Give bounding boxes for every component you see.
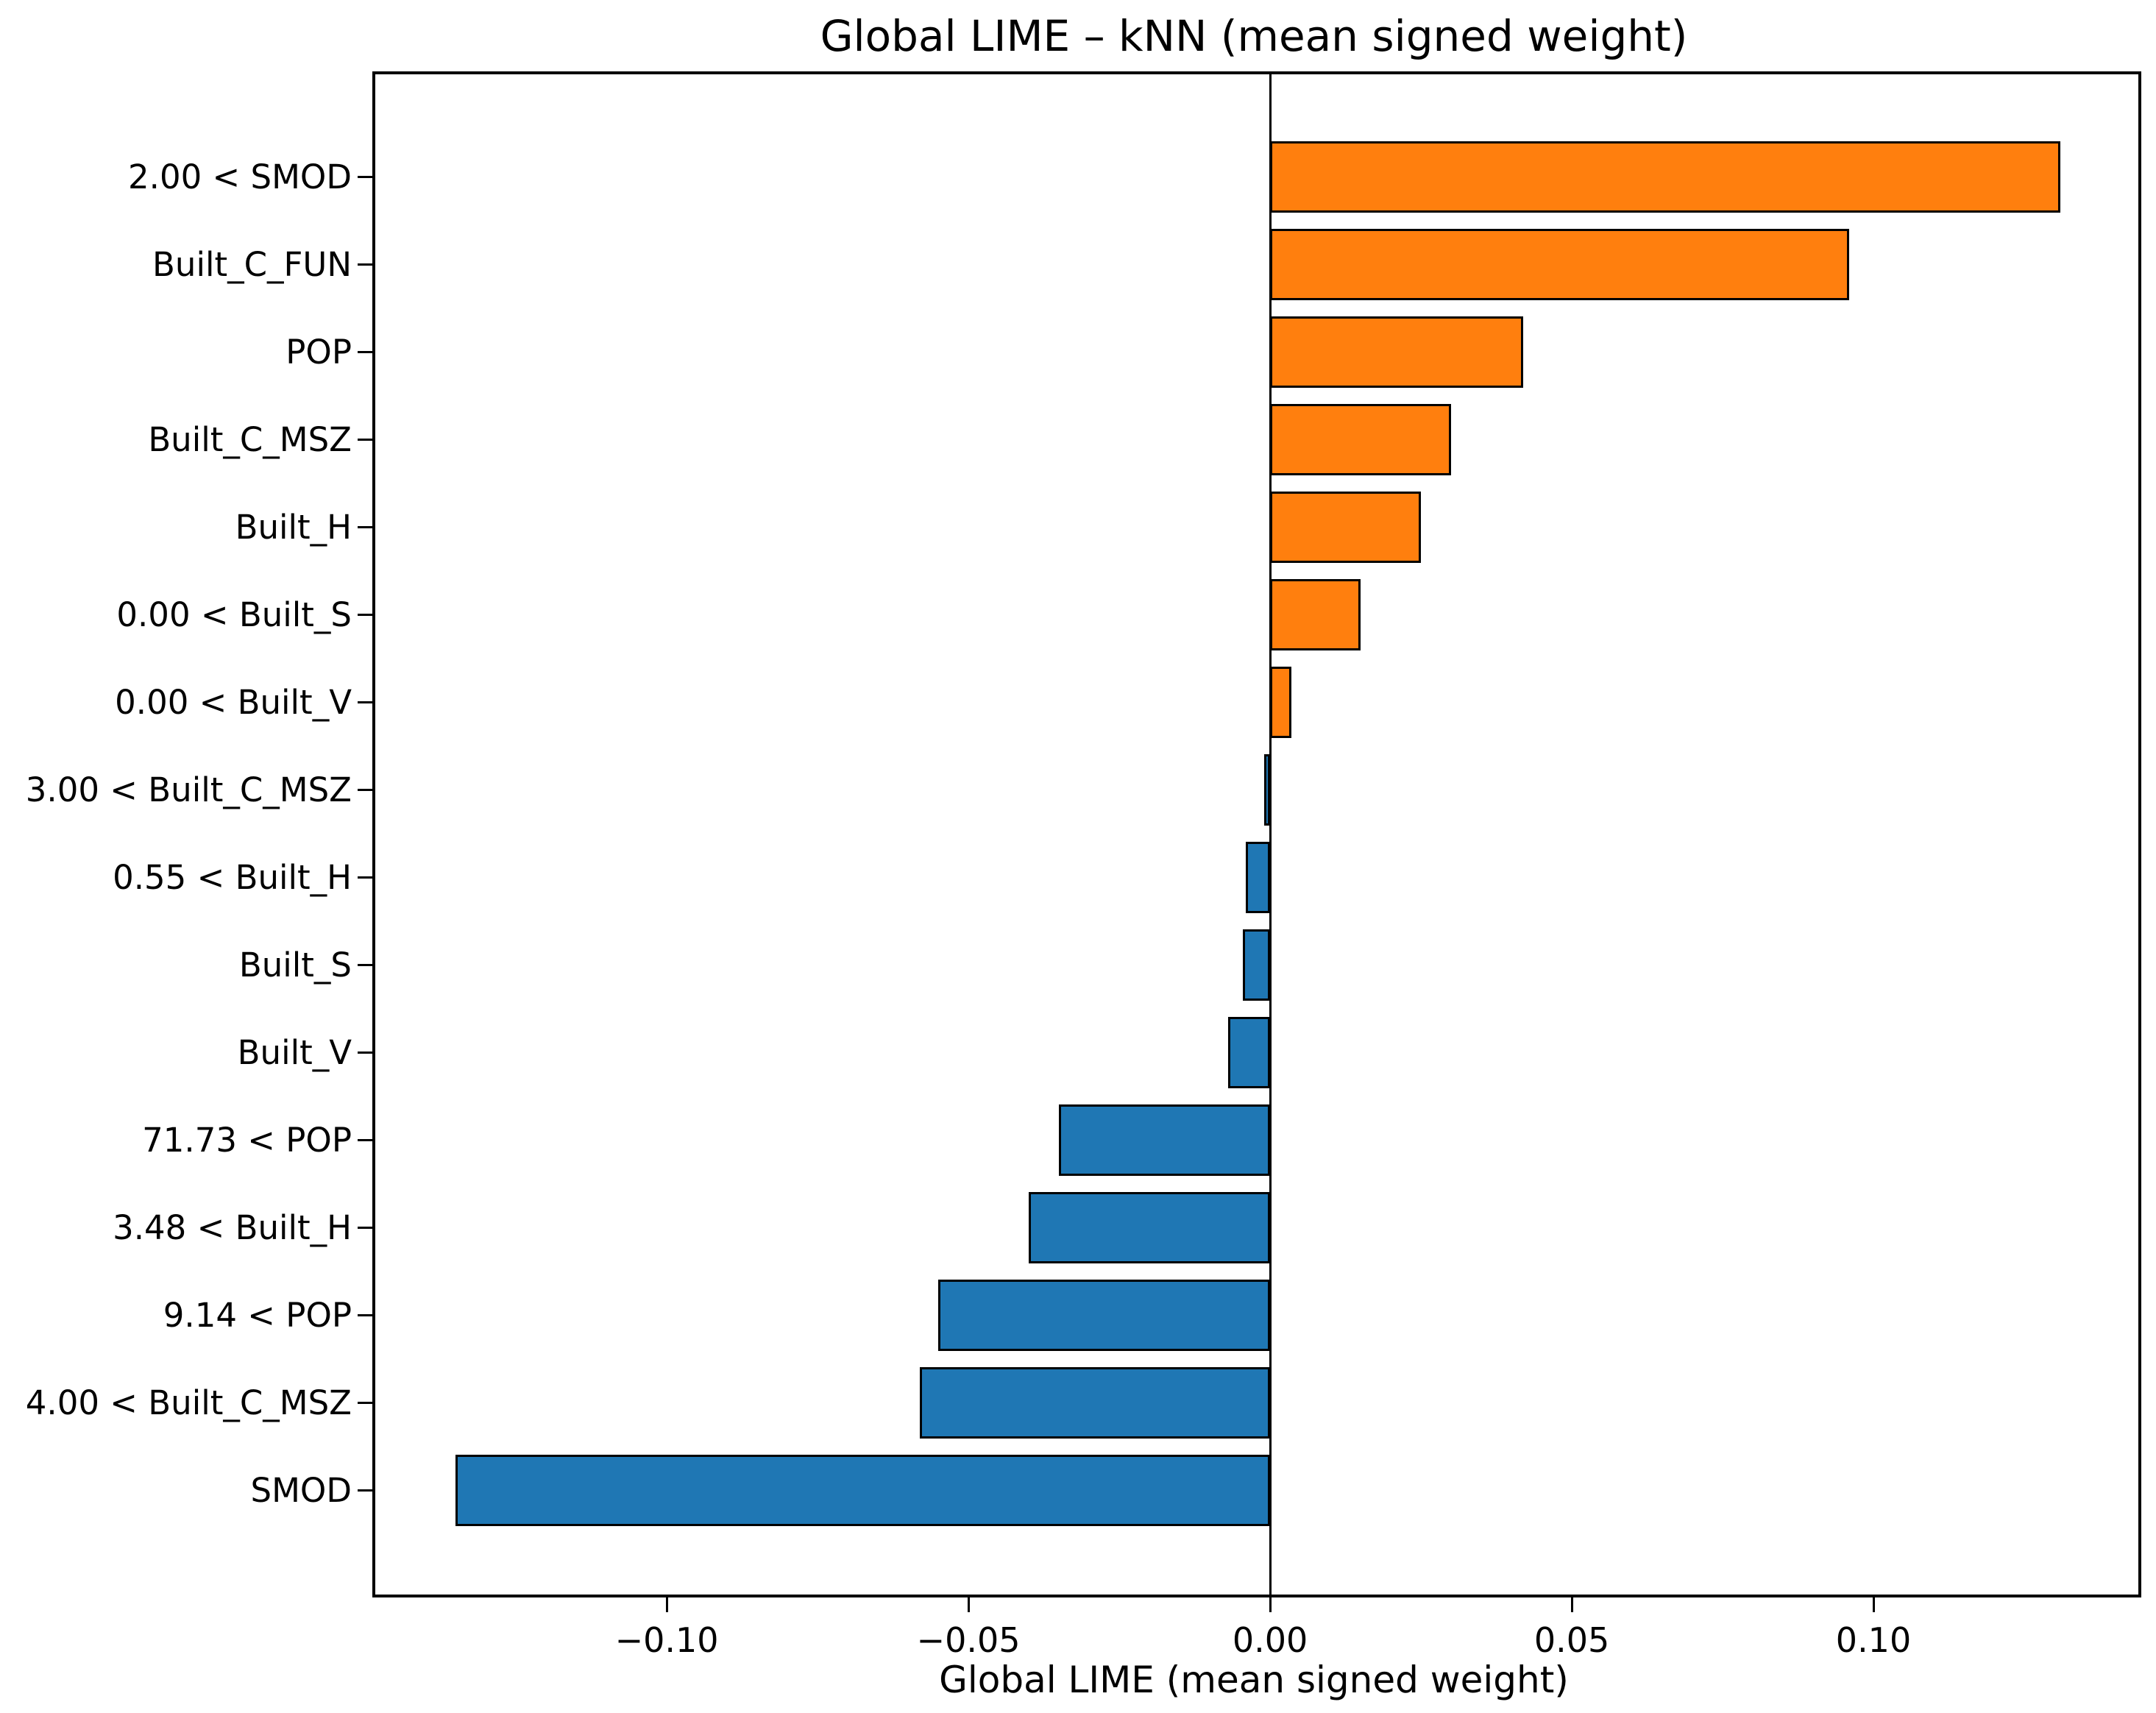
y-tick-mark bbox=[358, 526, 372, 528]
y-tick-label: Built_S bbox=[238, 945, 352, 985]
plot-area bbox=[372, 71, 2141, 1597]
bar bbox=[1270, 141, 2061, 213]
y-tick-mark bbox=[358, 1489, 372, 1492]
x-tick-mark bbox=[1570, 1597, 1573, 1612]
x-tick-label: 0.05 bbox=[1533, 1620, 1610, 1660]
y-tick-mark bbox=[358, 1139, 372, 1141]
x-tick-mark bbox=[1872, 1597, 1875, 1612]
y-tick-mark bbox=[358, 1051, 372, 1054]
y-tick-mark bbox=[358, 701, 372, 703]
x-tick-label: −0.10 bbox=[614, 1620, 719, 1660]
y-tick-label: Built_C_MSZ bbox=[148, 419, 352, 459]
bar bbox=[1227, 1017, 1271, 1088]
y-tick-label: 2.00 < SMOD bbox=[128, 157, 352, 196]
x-tick-label: −0.05 bbox=[916, 1620, 1021, 1660]
x-tick-mark bbox=[1269, 1597, 1272, 1612]
bar bbox=[1270, 667, 1291, 738]
bar bbox=[1243, 929, 1271, 1001]
y-tick-label: Built_C_FUN bbox=[152, 244, 352, 284]
y-tick-label: 3.48 < Built_H bbox=[113, 1207, 352, 1247]
bar bbox=[1270, 316, 1524, 388]
bar bbox=[1270, 492, 1422, 563]
y-tick-label: 4.00 < Built_C_MSZ bbox=[25, 1383, 352, 1422]
y-tick-mark bbox=[358, 351, 372, 353]
y-tick-mark bbox=[358, 176, 372, 178]
zero-axis-line bbox=[1269, 74, 1272, 1595]
bar bbox=[1263, 754, 1271, 826]
x-tick-label: 0.00 bbox=[1232, 1620, 1308, 1660]
x-tick-label: 0.10 bbox=[1835, 1620, 1912, 1660]
bar bbox=[938, 1280, 1271, 1351]
y-tick-label: POP bbox=[286, 332, 352, 372]
y-tick-mark bbox=[358, 614, 372, 616]
y-tick-mark bbox=[358, 1402, 372, 1404]
y-tick-label: 0.55 < Built_H bbox=[113, 857, 352, 897]
y-tick-mark bbox=[358, 263, 372, 266]
bar bbox=[1270, 404, 1452, 475]
bar bbox=[455, 1455, 1271, 1526]
y-tick-label: 0.00 < Built_S bbox=[116, 595, 352, 634]
bar bbox=[1059, 1104, 1271, 1176]
bar bbox=[1270, 229, 1850, 300]
y-tick-label: SMOD bbox=[250, 1470, 352, 1510]
y-tick-label: Built_V bbox=[237, 1032, 352, 1072]
y-tick-mark bbox=[358, 1314, 372, 1316]
y-tick-mark bbox=[358, 876, 372, 879]
bar bbox=[1246, 842, 1271, 913]
y-tick-label: 9.14 < POP bbox=[163, 1295, 352, 1335]
x-axis-label: Global LIME (mean signed weight) bbox=[939, 1659, 1569, 1701]
bar bbox=[1029, 1192, 1271, 1263]
chart-title: Global LIME – kNN (mean signed weight) bbox=[820, 11, 1688, 61]
x-tick-mark bbox=[665, 1597, 668, 1612]
bar bbox=[920, 1367, 1271, 1439]
y-tick-mark bbox=[358, 439, 372, 441]
y-tick-mark bbox=[358, 964, 372, 966]
y-tick-mark bbox=[358, 1227, 372, 1229]
x-tick-mark bbox=[967, 1597, 970, 1612]
y-tick-label: 3.00 < Built_C_MSZ bbox=[25, 770, 352, 809]
y-tick-label: Built_H bbox=[235, 507, 352, 547]
y-tick-label: 0.00 < Built_V bbox=[115, 682, 352, 722]
y-tick-mark bbox=[358, 789, 372, 791]
y-tick-label: 71.73 < POP bbox=[142, 1120, 352, 1160]
bar bbox=[1270, 579, 1361, 650]
